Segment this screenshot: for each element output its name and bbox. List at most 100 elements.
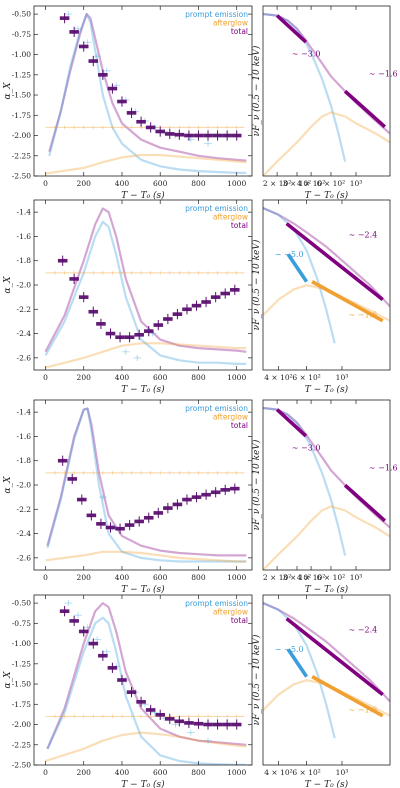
y-tick-label: -2.0: [17, 281, 32, 290]
y-tick-label: -2.6: [17, 353, 32, 362]
x-tick-label: 2 × 10²: [263, 179, 291, 188]
x-tick-label: 400: [115, 768, 130, 777]
legend-entry-prompt: prompt emission: [185, 204, 248, 213]
slope-annotation: ∼ −3.0: [292, 443, 321, 452]
series-line-total: [48, 13, 247, 162]
x-axis-label: T − T₀ (s): [121, 584, 165, 595]
plot-area: [45, 407, 247, 563]
plot-frame: [262, 5, 391, 177]
series-line-total: [263, 601, 390, 703]
series-line-afterglow: [263, 111, 390, 176]
y-axis-label: νF_ν (0.5 − 10 keV): [251, 634, 262, 725]
legend-entry-total: total: [231, 616, 248, 625]
slope-annotation: ∼ −2.4: [349, 231, 378, 240]
legend-entry-prompt: prompt emission: [185, 404, 248, 413]
legend-entry-prompt: prompt emission: [185, 599, 248, 608]
plot-frame: [33, 5, 253, 177]
series-line-afterglow: [263, 679, 390, 717]
slope-segment-afterglow: [311, 675, 384, 718]
x-tick-label: 800: [191, 373, 206, 382]
chart-panel-3: 0 200 400 600 800 1000 -2.6 -2.4 -2.2 -2.0 -1.8 -1.…: [3, 199, 253, 395]
series-line-prompt: [263, 601, 336, 739]
x-tick-label: 400: [115, 573, 130, 582]
x-tick-label: 600: [153, 768, 168, 777]
plot-area: [263, 206, 390, 344]
y-tick-label: -2.6: [17, 553, 32, 562]
slope-segment-prompt: [286, 253, 309, 283]
x-tick-label: 4 × 10²: [297, 179, 325, 188]
x-tick-label: 6 × 10²: [292, 373, 320, 382]
plot-frame: [262, 199, 391, 371]
legend-entry-afterglow: afterglow: [213, 608, 248, 617]
slope-annotation: ∼ −1.6: [349, 310, 378, 319]
y-tick-label: -1.6: [17, 432, 32, 441]
series-line-afterglow: [45, 342, 247, 369]
x-tick-label: 400: [115, 179, 130, 188]
x-tick-label: 1000: [227, 373, 246, 382]
slope-annotation: ∼ −1.6: [349, 705, 378, 714]
y-tick-label: -2.00: [12, 131, 31, 140]
series-line-afterglow: [263, 284, 390, 322]
x-tick-label: 800: [191, 768, 206, 777]
slope-segment-total: [343, 89, 387, 129]
x-axis-label: T − T₀ (s): [121, 779, 165, 788]
x-tick-label: 10³: [336, 373, 349, 382]
y-tick-label: -2.50: [12, 761, 31, 770]
plot-area: [44, 207, 247, 369]
x-tick-label: 200: [77, 179, 92, 188]
plot-frame: [262, 594, 391, 766]
y-axis-label: α_X: [3, 476, 13, 494]
slope-segment-total: [285, 222, 384, 302]
y-axis-label: α_X: [3, 671, 13, 689]
x-tick-label: 6 × 10²: [317, 179, 345, 188]
x-tick-label: 0: [43, 373, 48, 382]
x-tick-label: 0: [43, 573, 48, 582]
slope-segment-total: [275, 14, 308, 44]
y-axis-label: νF_ν (0.5 − 10 keV): [251, 239, 262, 330]
series-line-afterglow: [45, 550, 247, 563]
y-tick-label: -2.50: [12, 172, 31, 181]
y-tick-label: -1.50: [12, 91, 31, 100]
plot-frame: [262, 399, 391, 571]
series-line-afterglow: [263, 505, 390, 570]
x-tick-label: 6 × 10²: [317, 573, 345, 582]
chart-panel-7: 0 200 400 600 800 1000 -2.50 -2.25 -2.00 -1.75 -1.…: [3, 594, 253, 788]
x-axis-label: T − T₀ (s): [305, 384, 349, 395]
y-tick-label: -1.4: [17, 208, 32, 217]
series-line-total: [46, 407, 247, 557]
x-tick-label: 3 × 10²: [283, 179, 311, 188]
chart-panel-4: ∼ −5.0 ∼ −2.4 ∼ −1.6 4 × 10² 6 × 10² 10³ T − T…: [251, 199, 391, 395]
series-line-afterglow: [45, 731, 247, 763]
series-line-total: [46, 601, 247, 750]
y-tick-label: -0.75: [12, 30, 31, 39]
x-tick-label: 600: [153, 373, 168, 382]
legend-entry-total: total: [231, 221, 248, 230]
y-tick-label: -0.75: [12, 619, 31, 628]
x-tick-label: 10³: [350, 179, 363, 188]
x-tick-label: 1000: [227, 573, 246, 582]
legend-entry-prompt: prompt emission: [185, 10, 248, 19]
y-axis-label: α_X: [3, 276, 13, 294]
slope-annotation: ∼ −3.0: [292, 49, 321, 58]
series-line-prompt: [46, 407, 247, 563]
x-tick-label: 0: [43, 768, 48, 777]
y-tick-label: -0.50: [12, 10, 31, 19]
y-tick-label: -2.2: [17, 505, 32, 514]
y-tick-label: -1.8: [17, 456, 32, 465]
x-tick-label: 2 × 10²: [263, 573, 291, 582]
y-tick-label: -0.50: [12, 599, 31, 608]
legend-entry-afterglow: afterglow: [213, 413, 248, 422]
legend-entry-afterglow: afterglow: [213, 213, 248, 222]
x-tick-label: 10³: [336, 768, 349, 777]
slope-segment-total: [285, 617, 384, 697]
plot-area: [45, 11, 247, 175]
slope-annotation: ∼ −2.4: [349, 626, 378, 635]
series-line-total: [44, 207, 247, 353]
slope-segment-prompt: [286, 648, 309, 678]
x-tick-label: 4 × 10²: [264, 768, 292, 777]
y-tick-label: -2.00: [12, 720, 31, 729]
x-tick-label: 1000: [227, 179, 246, 188]
x-axis-label: T − T₀ (s): [121, 190, 165, 201]
x-tick-label: 10³: [350, 573, 363, 582]
